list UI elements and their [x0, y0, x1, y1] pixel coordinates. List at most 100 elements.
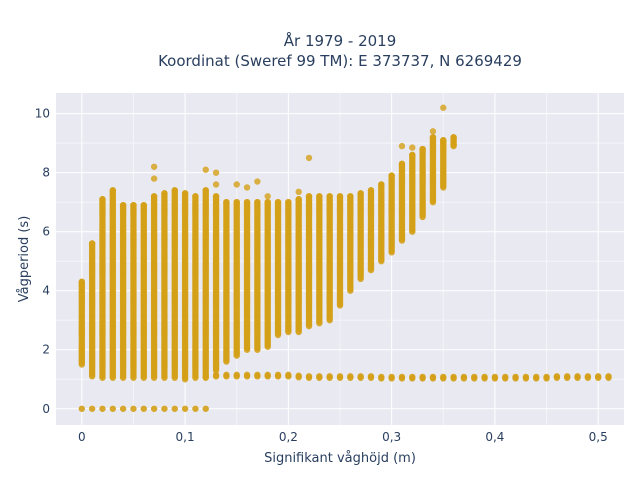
data-point: [605, 374, 612, 381]
data-point: [140, 201, 147, 209]
data-point: [212, 169, 220, 176]
data-point: [378, 375, 385, 382]
data-point: [481, 375, 488, 382]
data-point: [419, 145, 426, 153]
data-point: [388, 172, 395, 179]
data-point: [512, 375, 519, 382]
data-point: [140, 405, 147, 412]
data-point: [326, 374, 333, 381]
data-point: [254, 178, 261, 185]
data-point: [150, 163, 158, 170]
data-point: [243, 198, 251, 206]
data-point: [192, 193, 199, 200]
data-point: [212, 181, 220, 188]
data-point: [223, 373, 230, 380]
data-point: [326, 193, 333, 200]
data-point: [347, 374, 354, 381]
data-point: [119, 201, 127, 209]
x-axis-label: Signifikant våghöjd (m): [264, 451, 416, 466]
data-point: [202, 374, 209, 381]
data-point: [316, 193, 323, 200]
tick-labels: 0 0,1 0,2 0,3 0,4 0,5 0 2 4 6 8 10: [35, 107, 608, 444]
data-point: [171, 187, 178, 194]
x-tick-label: 0,2: [279, 430, 298, 444]
data-point: [450, 134, 457, 141]
data-point: [233, 373, 240, 380]
y-tick-label: 6: [42, 225, 50, 239]
data-point: [305, 193, 313, 200]
data-point: [274, 373, 282, 380]
data-point: [429, 134, 437, 141]
data-point: [274, 198, 282, 206]
data-point: [543, 375, 550, 382]
data-point: [150, 175, 158, 182]
x-tick-label: 0: [78, 430, 86, 444]
data-point: [181, 190, 189, 197]
data-point: [130, 405, 137, 412]
data-point: [429, 128, 437, 135]
data-point: [150, 405, 158, 412]
data-point: [316, 374, 323, 381]
data-point: [264, 193, 271, 200]
data-point: [202, 166, 209, 173]
data-point: [409, 151, 416, 159]
data-point: [78, 331, 86, 339]
data-point: [305, 374, 313, 381]
x-tick-label: 0,1: [176, 430, 195, 444]
data-point: [440, 375, 447, 382]
data-point: [522, 375, 530, 382]
data-point: [553, 374, 561, 381]
data-point: [78, 281, 86, 289]
data-point: [429, 375, 437, 382]
data-point: [367, 374, 375, 381]
data-point: [233, 181, 240, 188]
y-tick-label: 2: [42, 343, 50, 357]
data-point: [378, 181, 385, 188]
data-point: [502, 375, 509, 382]
data-point: [223, 198, 230, 206]
data-point: [285, 198, 292, 206]
data-point: [594, 374, 602, 381]
data-point: [295, 196, 302, 203]
data-point: [78, 346, 86, 353]
data-point: [367, 187, 375, 194]
data-point: [357, 190, 364, 197]
data-point: [254, 198, 261, 206]
data-point: [150, 193, 158, 200]
data-point: [254, 373, 261, 380]
chart-title-line1: År 1979 - 2019: [284, 31, 397, 50]
data-point: [440, 104, 447, 111]
data-point: [336, 193, 344, 200]
x-tick-label: 0,3: [382, 430, 401, 444]
data-point: [99, 196, 106, 203]
data-point: [264, 198, 271, 206]
data-point: [533, 375, 540, 382]
data-point: [491, 375, 499, 382]
data-point: [398, 160, 406, 168]
data-point: [171, 405, 178, 412]
chart-title-line2: Koordinat (Sweref 99 TM): E 373737, N 62…: [158, 52, 522, 70]
data-point: [347, 193, 354, 200]
data-point: [264, 373, 271, 380]
data-point: [398, 375, 406, 382]
data-point: [409, 144, 416, 151]
data-point: [88, 240, 96, 247]
data-point: [212, 193, 220, 200]
data-point: [450, 141, 457, 148]
x-tick-label: 0,4: [485, 430, 504, 444]
grid-lines: [56, 93, 624, 425]
data-point: [398, 142, 406, 150]
data-point: [212, 373, 220, 380]
data-point: [295, 188, 302, 196]
data-point: [336, 374, 344, 381]
data-point: [440, 139, 447, 147]
data-point: [574, 374, 581, 381]
data-point: [409, 375, 416, 382]
y-tick-label: 4: [42, 284, 50, 298]
data-point: [471, 375, 478, 382]
data-point: [202, 405, 209, 412]
data-point: [119, 405, 127, 412]
data-point: [388, 375, 395, 382]
